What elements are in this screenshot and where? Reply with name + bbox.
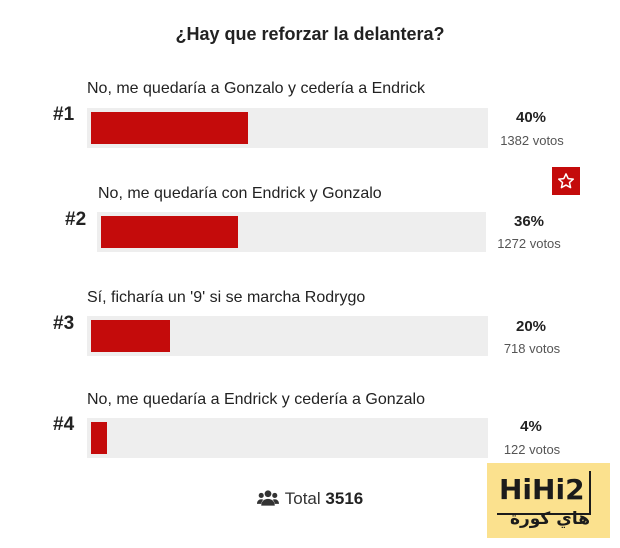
watermark-logo: HiHi2 هاي كورة [487, 463, 610, 538]
option-bar-track [97, 212, 486, 252]
logo-text-arabic: هاي كورة [509, 509, 590, 529]
option-bar-track [87, 108, 488, 148]
total-label: Total [284, 489, 321, 508]
option-bar-track [87, 316, 488, 356]
logo-frame [497, 471, 591, 515]
option-label: No, me quedaría con Endrick y Gonzalo [98, 185, 382, 202]
option-percent: 40% [515, 109, 547, 126]
option-percent: 4% [520, 418, 542, 435]
option-votes: 1382 votos [500, 133, 564, 148]
option-bar-fill [91, 320, 170, 352]
option-bar-fill [101, 216, 238, 248]
option-votes: 718 votos [503, 341, 561, 356]
poll-widget: ¿Hay que reforzar la delantera? #1 No, m… [0, 0, 620, 508]
option-votes: 122 votos [503, 442, 561, 457]
option-rank: #4 [53, 414, 75, 435]
poll-title: ¿Hay que reforzar la delantera? [175, 24, 445, 44]
option-label: Sí, ficharía un '9' si se marcha Rodrygo [87, 289, 366, 306]
logo-text-latin: HiHi2 [499, 473, 585, 506]
selected-star-badge [552, 167, 580, 195]
option-votes: 1272 votos [497, 236, 561, 251]
users-icon [256, 490, 279, 506]
option-label: No, me quedaría a Endrick y cedería a Go… [87, 391, 425, 408]
option-percent: 36% [513, 213, 545, 230]
option-rank: #1 [53, 104, 75, 125]
option-bar-fill [91, 112, 248, 144]
star-icon [557, 173, 575, 189]
poll-total: Total 3516 [0, 489, 620, 509]
option-bar-fill [91, 422, 107, 454]
option-rank: #2 [65, 209, 87, 230]
total-value: 3516 [325, 489, 364, 508]
option-label: No, me quedaría a Gonzalo y cedería a En… [87, 80, 425, 97]
option-bar-track [87, 418, 488, 458]
option-percent: 20% [515, 318, 547, 335]
option-rank: #3 [53, 313, 75, 334]
